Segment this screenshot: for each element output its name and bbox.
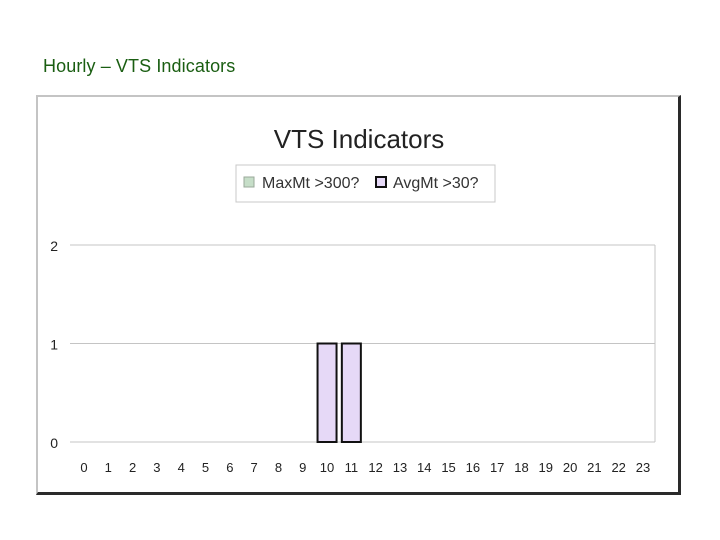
legend-label-maxmt: MaxMt >300?	[262, 175, 359, 192]
x-tick-label: 11	[345, 460, 359, 475]
x-tick-label: 13	[393, 460, 407, 475]
x-tick-label: 9	[299, 460, 306, 475]
x-tick-label: 21	[587, 460, 601, 475]
x-tick-label: 15	[441, 460, 455, 475]
chart-title: VTS Indicators	[274, 124, 445, 154]
x-tick-label: 12	[368, 460, 382, 475]
x-tick-label: 16	[466, 460, 480, 475]
y-tick-label: 1	[50, 337, 58, 353]
x-tick-label: 7	[251, 460, 258, 475]
legend-swatch-avgmt	[375, 176, 387, 188]
x-tick-label: 2	[129, 460, 136, 475]
x-tick-label: 22	[611, 460, 625, 475]
x-tick-label: 20	[563, 460, 577, 475]
legend-label-avgmt: AvgMt >30?	[393, 175, 479, 192]
x-tick-label: 3	[153, 460, 160, 475]
bar-series1-hour-10	[316, 342, 338, 443]
x-tick-label: 6	[226, 460, 233, 475]
bar-series1-hour-11	[340, 342, 362, 443]
legend-swatch-maxmt	[243, 176, 255, 188]
x-tick-label: 4	[178, 460, 185, 475]
slide-title: Hourly – VTS Indicators	[43, 56, 236, 76]
x-tick-label: 17	[490, 460, 504, 475]
x-tick-label: 0	[80, 460, 87, 475]
x-tick-label: 18	[514, 460, 528, 475]
x-tick-label: 5	[202, 460, 209, 475]
legend-box	[235, 164, 496, 203]
x-tick-label: 10	[320, 460, 334, 475]
y-tick-label: 0	[50, 435, 58, 451]
x-tick-label: 14	[417, 460, 431, 475]
x-tick-label: 1	[105, 460, 112, 475]
y-tick-label: 2	[50, 238, 58, 254]
x-tick-label: 23	[636, 460, 650, 475]
x-tick-label: 8	[275, 460, 282, 475]
x-tick-label: 19	[539, 460, 553, 475]
